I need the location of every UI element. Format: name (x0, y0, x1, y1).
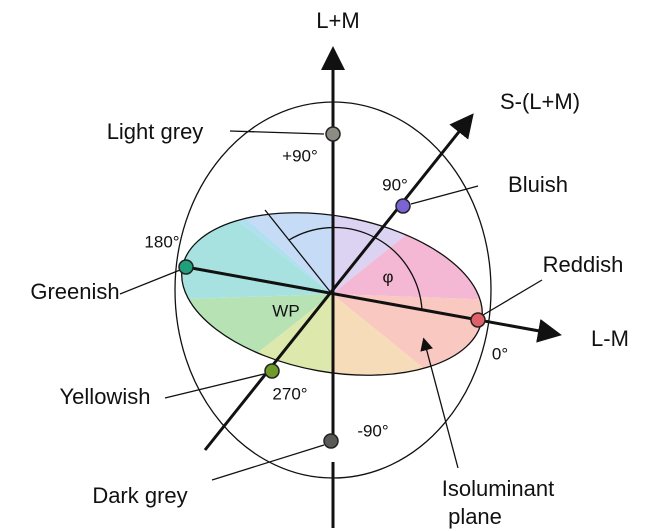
point-label: Light grey (107, 119, 204, 144)
center-label: WP (272, 301, 299, 320)
angle-label: 90° (382, 175, 408, 194)
color-point (325, 126, 341, 142)
angle-label: 180° (144, 232, 179, 251)
point-label: Greenish (30, 279, 119, 304)
diagonal-axis (203, 113, 474, 451)
leader (410, 185, 479, 205)
point-label: Dark grey (92, 483, 187, 508)
point-label: Reddish (543, 252, 624, 277)
axis-label: S-(L+M) (500, 89, 580, 114)
color-point (323, 433, 339, 449)
angle-label: 270° (272, 384, 307, 403)
axis-label: L-M (591, 326, 629, 351)
angle-label: 0° (492, 344, 508, 363)
axis-label: L+M (316, 8, 359, 33)
leader (164, 373, 265, 399)
reference-line (264, 209, 333, 295)
color-point (470, 312, 486, 328)
leader (211, 444, 325, 481)
phi-arc (288, 226, 423, 311)
angle-label: +90° (282, 146, 318, 165)
point-label: Yellowish (60, 384, 151, 409)
color-point (264, 363, 280, 379)
plane-label: Isoluminant (442, 476, 555, 501)
horizontal-axis (185, 265, 562, 343)
color-point (178, 259, 194, 275)
color-point (395, 198, 411, 214)
plane-arrow (420, 337, 459, 469)
point-label: Bluish (508, 172, 568, 197)
plane-label: plane (448, 504, 502, 529)
angle-label: -90° (357, 421, 388, 440)
isoluminant-disk (168, 190, 496, 398)
leader (119, 269, 181, 295)
leader (482, 279, 543, 316)
phi-label: φ (382, 267, 393, 286)
leader (229, 130, 325, 135)
